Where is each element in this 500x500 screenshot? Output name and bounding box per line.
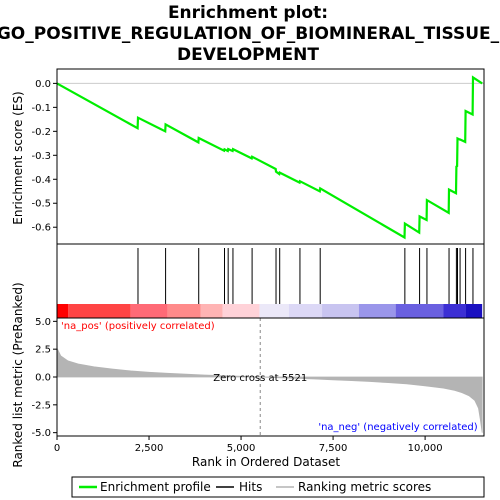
es-curve — [56, 75, 483, 240]
metric-panel: Zero cross at 5521 'na_pos' (positively c… — [56, 318, 483, 436]
heatmap-band-7 — [288, 304, 323, 318]
metric-area — [56, 347, 483, 433]
hits-panel — [137, 248, 474, 304]
heatmap-band-0 — [57, 304, 69, 318]
heatmap-band-1 — [68, 304, 131, 318]
metric-y-tick-label-2: 0.0 — [35, 373, 51, 384]
metric-y-tick-label-1: 2.5 — [35, 345, 51, 356]
es-y-tick-label-5: -0.5 — [31, 199, 51, 210]
es-y-tick-label-2: -0.2 — [31, 127, 51, 138]
chart-title-line-1: Enrichment plot: — [168, 3, 328, 23]
neg-correlated-label: 'na_neg' (negatively correlated) — [318, 422, 477, 433]
heatmap-band-10 — [395, 304, 444, 318]
es-y-axis-label: Enrichment score (ES) — [11, 91, 25, 224]
rank-heatmap — [57, 304, 483, 318]
x-tick-label-2: 5,000 — [227, 443, 256, 454]
x-axis-label: Rank in Ordered Dataset — [192, 455, 340, 469]
axes: 0.0 -0.1 -0.2 -0.3 -0.4 -0.5 -0.6 5.0 2.5 0.0 -2.5… — [31, 68, 485, 454]
heatmap-band-8 — [322, 304, 359, 318]
metric-y-tick-label-4: -5.0 — [31, 428, 51, 439]
legend-metric-label: Ranking metric scores — [298, 480, 431, 494]
chart-title-line-2: GO_POSITIVE_REGULATION_OF_BIOMINERAL_TIS… — [0, 24, 500, 44]
x-tick-label-3: 7,500 — [319, 443, 348, 454]
es-y-tick-label-1: -0.1 — [31, 103, 51, 114]
heatmap-band-11 — [443, 304, 466, 318]
zero-cross-label: Zero cross at 5521 — [213, 373, 307, 384]
legend-hits-label: Hits — [239, 480, 262, 494]
chart-title-line-3: DEVELOPMENT — [177, 45, 319, 65]
es-y-tick-label-6: -0.6 — [31, 223, 51, 234]
metric-y-axis-label: Ranked list metric (PreRanked) — [11, 282, 25, 467]
es-y-tick-label-4: -0.4 — [31, 175, 51, 186]
heatmap-band-9 — [358, 304, 396, 318]
x-tick-label-1: 2,500 — [135, 443, 164, 454]
metric-y-tick-label-0: 5.0 — [35, 317, 51, 328]
legend: Enrichment profile Hits Ranking metric s… — [71, 476, 485, 498]
legend-enrichment-label: Enrichment profile — [100, 480, 211, 494]
heatmap-band-5 — [222, 304, 260, 318]
es-y-tick-label-0: 0.0 — [35, 79, 51, 90]
heatmap-band-3 — [167, 304, 201, 318]
heatmap-band-2 — [130, 304, 168, 318]
metric-y-tick-label-3: -2.5 — [31, 400, 51, 411]
x-tick-label-0: 0 — [54, 443, 60, 454]
heatmap-band-6 — [259, 304, 289, 318]
es-y-tick-label-3: -0.3 — [31, 151, 51, 162]
x-tick-label-4: 10,000 — [408, 443, 443, 454]
pos-correlated-label: 'na_pos' (positively correlated) — [61, 321, 215, 332]
es-panel — [56, 75, 484, 240]
heatmap-band-4 — [200, 304, 223, 318]
heatmap-band-12 — [465, 304, 483, 318]
